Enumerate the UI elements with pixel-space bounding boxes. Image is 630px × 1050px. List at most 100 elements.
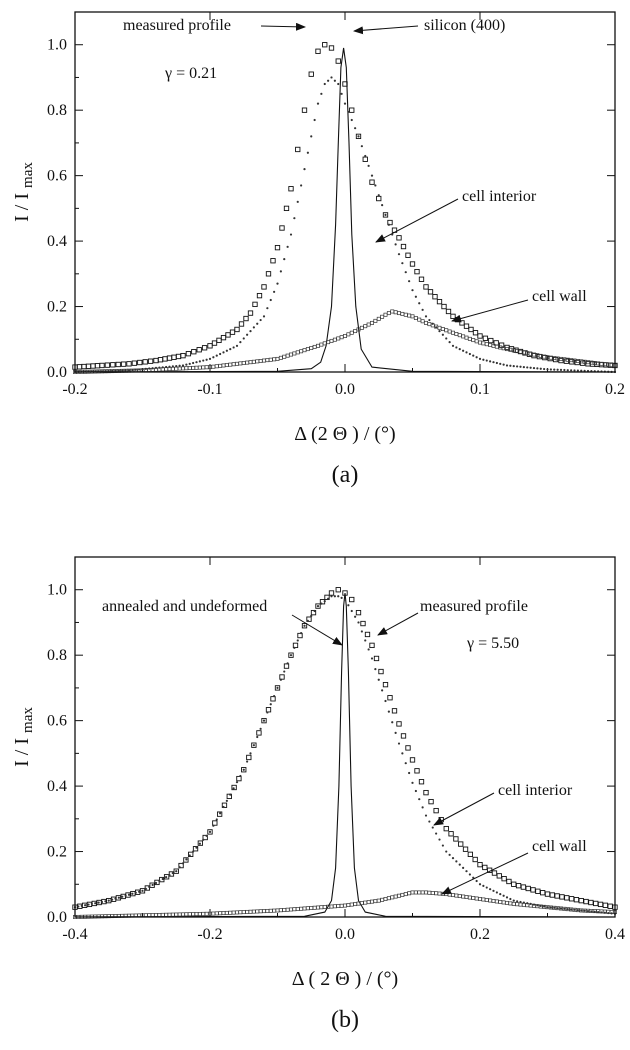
data-point [559, 894, 565, 900]
data-point [509, 897, 512, 901]
data-point [183, 857, 189, 863]
data-point [423, 789, 429, 796]
data-point [274, 244, 281, 251]
data-point [185, 351, 192, 357]
data-point [451, 856, 455, 860]
data-point [495, 891, 498, 894]
data-point [420, 319, 425, 324]
data-point [301, 107, 308, 113]
data-point [327, 597, 330, 600]
data-point [420, 890, 425, 895]
data-point [188, 851, 194, 858]
data-point [184, 912, 189, 917]
data-point [154, 879, 160, 886]
data-point [474, 339, 479, 344]
data-point [339, 903, 344, 908]
data-point [423, 284, 429, 290]
data-point [229, 793, 232, 796]
data-point [366, 322, 371, 327]
data-point [374, 184, 377, 187]
data-point [494, 899, 499, 904]
data-point [313, 118, 316, 122]
data-point [265, 358, 270, 363]
data-point [349, 107, 355, 113]
data-point [549, 368, 552, 371]
data-point [468, 873, 471, 876]
data-point [235, 910, 239, 915]
data-point [262, 909, 266, 914]
annotation-annealed-and-undeformed: annealed and undeformed [102, 598, 267, 615]
data-point [384, 699, 387, 703]
data-point [353, 902, 358, 907]
data-point [409, 757, 416, 763]
data-point [373, 318, 378, 323]
data-point [347, 110, 350, 113]
data-point [138, 890, 141, 893]
data-point [214, 364, 219, 369]
x-tick-label: -0.2 [197, 926, 222, 943]
data-point [299, 349, 304, 354]
data-point [393, 894, 398, 899]
y-tick-label: 0.6 [47, 168, 67, 185]
data-point [607, 903, 613, 909]
data-point [332, 337, 337, 342]
data-point [519, 365, 522, 368]
data-point [319, 342, 324, 347]
data-point [201, 911, 206, 916]
data-point [329, 904, 334, 909]
data-point [370, 657, 374, 660]
data-point [246, 754, 252, 761]
data-point [255, 359, 260, 364]
data-point [248, 360, 253, 365]
data-point [337, 595, 340, 598]
data-point [282, 354, 287, 359]
annotation-silicon-400-arrow [353, 25, 419, 35]
data-point [283, 663, 290, 669]
data-point [94, 902, 97, 905]
data-point [211, 911, 216, 916]
data-point [167, 367, 172, 372]
data-point [340, 596, 343, 600]
data-point [324, 594, 330, 601]
data-point [518, 902, 523, 907]
data-point [285, 353, 290, 358]
data-point [438, 329, 441, 333]
data-point [322, 42, 328, 48]
data-point [167, 912, 172, 917]
data-point [373, 899, 378, 904]
panel-a-x-axis-label: Δ (2 Θ ) / (°) [294, 423, 395, 445]
data-point [222, 351, 225, 354]
data-point [441, 333, 444, 336]
data-point [408, 771, 411, 775]
data-point [403, 312, 408, 317]
data-point [262, 358, 266, 363]
data-point [198, 360, 201, 363]
data-point [407, 891, 412, 896]
data-point [472, 330, 479, 336]
data-point [491, 899, 496, 903]
annotation-gamma-b: γ = 5.50 [466, 635, 519, 652]
data-point [319, 905, 324, 910]
data-point [540, 890, 546, 896]
data-point [409, 261, 416, 267]
data-point [546, 368, 549, 371]
data-point [235, 361, 239, 366]
data-point [505, 900, 509, 905]
data-point [149, 882, 155, 888]
data-point [573, 897, 580, 903]
data-point [444, 328, 449, 333]
data-point [157, 357, 164, 363]
data-point [448, 831, 454, 837]
data-point [376, 898, 381, 903]
data-point [347, 604, 350, 607]
data-point [556, 907, 559, 910]
panel-b: -0.4 -0.2 0.0 0.2 0.4 0.0 0.2 0.4 0.6 0.8 1.0 Δ ( … [11, 556, 625, 1033]
data-point [433, 807, 439, 814]
data-point [293, 217, 296, 220]
data-point [270, 696, 276, 702]
panel-b-x-axis-label: Δ ( 2 Θ ) / (°) [292, 968, 398, 990]
data-point [272, 908, 277, 913]
data-point [410, 890, 415, 895]
data-point [472, 876, 475, 879]
data-point [428, 820, 431, 823]
